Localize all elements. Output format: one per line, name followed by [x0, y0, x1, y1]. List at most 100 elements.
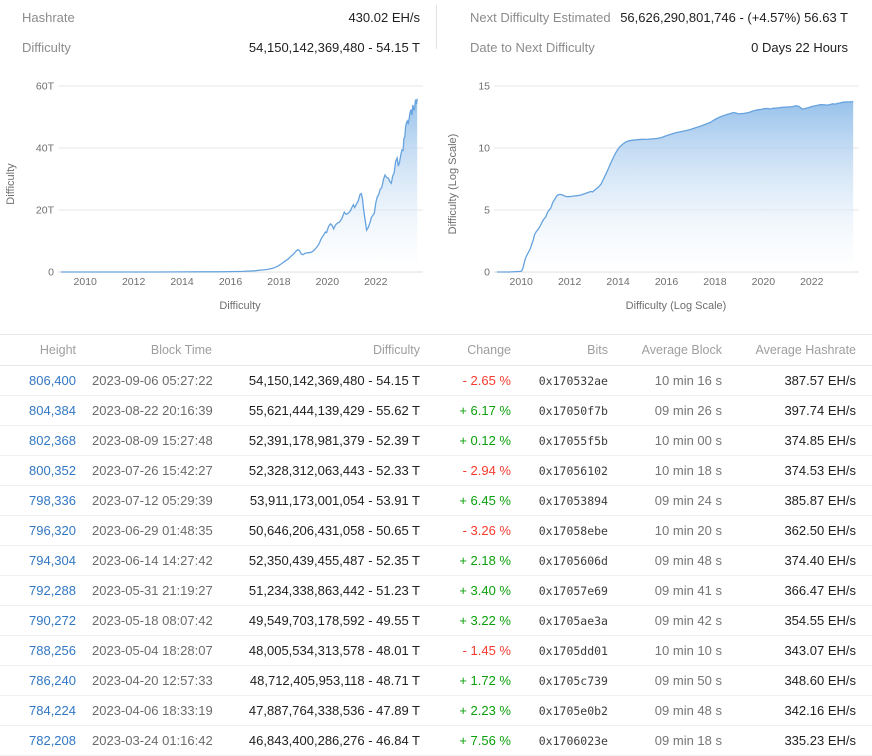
block-height-link[interactable]: 788,256 — [29, 643, 76, 658]
block-height-link[interactable]: 792,288 — [29, 583, 76, 598]
x-tick-label: 2018 — [703, 276, 727, 288]
y-tick-label: 0 — [48, 267, 54, 279]
bits-cell: 0x17058ebe — [538, 523, 608, 538]
table-row: 798,336 2023-07-12 05:29:39 53,911,173,001… — [0, 486, 872, 516]
bits-cell: 0x1705ae3a — [538, 613, 608, 628]
change-cell: + 3.40 % — [459, 583, 511, 598]
block-time-cell: 2023-08-09 15:27:48 — [92, 433, 213, 448]
average-block-cell: 09 min 26 s — [654, 403, 722, 418]
block-height-link[interactable]: 786,240 — [29, 673, 76, 688]
difficulty-cell: 49,549,703,178,592 - 49.55 T — [248, 613, 420, 628]
difficulty-linear-chart[interactable]: 0 20T 40T 60T 2010 2012 2014 2016 2018 2020 2022 D… — [0, 64, 436, 322]
header-block-time: Block Time — [150, 343, 212, 357]
difficulty-cell: 54,150,142,369,480 - 54.15 T — [248, 373, 420, 388]
average-hashrate-cell: 348.60 EH/s — [784, 673, 856, 688]
bits-cell: 0x17055f5b — [538, 433, 608, 448]
block-height-link[interactable]: 800,352 — [29, 463, 76, 478]
table-row: 788,256 2023-05-04 18:28:07 48,005,534,313… — [0, 636, 872, 666]
bits-cell: 0x1705c739 — [538, 673, 608, 688]
block-height-link[interactable]: 802,368 — [29, 433, 76, 448]
block-height-link[interactable]: 798,336 — [29, 493, 76, 508]
tick-layer: 0 20T 40T 60T 2010 2012 2014 2016 2018 2020 2022 — [36, 81, 388, 289]
change-cell: + 6.17 % — [459, 403, 511, 418]
block-height-link[interactable]: 794,304 — [29, 553, 76, 568]
height-cell: 786,240 — [0, 666, 92, 696]
table-row: 792,288 2023-05-31 21:19:27 51,234,338,863… — [0, 576, 872, 606]
average-block-cell: 10 min 20 s — [654, 523, 722, 538]
block-time-cell: 2023-06-14 14:27:42 — [92, 553, 213, 568]
date-to-next-value: 0 Days 22 Hours — [751, 39, 848, 55]
y-tick-label: 0 — [484, 267, 490, 279]
block-time-cell: 2023-06-29 01:48:35 — [92, 523, 213, 538]
x-tick-label: 2012 — [122, 276, 146, 288]
bits-cell: 0x17053894 — [538, 493, 608, 508]
difficulty-table-section: Height Block Time Difficulty Change Bits… — [0, 334, 872, 756]
height-cell: 788,256 — [0, 636, 92, 666]
average-hashrate-cell: 354.55 EH/s — [784, 613, 856, 628]
bits-cell: 0x1706023e — [538, 733, 608, 748]
y-tick-label: 60T — [36, 81, 55, 93]
difficulty-cell: 52,391,178,981,379 - 52.39 T — [248, 433, 420, 448]
stats-divider — [436, 5, 437, 49]
average-block-cell: 09 min 48 s — [654, 553, 722, 568]
height-cell: 784,224 — [0, 696, 92, 726]
average-block-cell: 09 min 42 s — [654, 613, 722, 628]
average-block-cell: 09 min 18 s — [654, 733, 722, 748]
block-height-link[interactable]: 790,272 — [29, 613, 76, 628]
average-block-cell: 09 min 50 s — [654, 673, 722, 688]
x-tick-label: 2020 — [316, 276, 340, 288]
average-hashrate-cell: 374.40 EH/s — [784, 553, 856, 568]
change-cell: + 6.45 % — [459, 493, 511, 508]
block-height-link[interactable]: 796,320 — [29, 523, 76, 538]
average-hashrate-cell: 397.74 EH/s — [784, 403, 856, 418]
hashrate-value: 430.02 EH/s — [348, 9, 420, 25]
change-cell: + 2.18 % — [459, 553, 511, 568]
header-change: Change — [467, 343, 511, 357]
stat-difficulty: Difficulty 54,150,142,369,480 - 54.15 T — [0, 32, 436, 62]
average-hashrate-cell: 387.57 EH/s — [784, 373, 856, 388]
change-cell: - 2.65 % — [462, 373, 511, 388]
block-height-link[interactable]: 782,208 — [29, 733, 76, 748]
average-hashrate-cell: 374.85 EH/s — [784, 433, 856, 448]
block-time-cell: 2023-08-22 20:16:39 — [92, 403, 213, 418]
difficulty-cell: 46,843,400,286,276 - 46.84 T — [248, 733, 420, 748]
y-tick-label: 15 — [478, 81, 490, 93]
x-tick-label: 2022 — [800, 276, 824, 288]
block-time-cell: 2023-07-26 15:42:27 — [92, 463, 213, 478]
table-row: 786,240 2023-04-20 12:57:33 48,712,405,953… — [0, 666, 872, 696]
stats-right: Next Difficulty Estimated 56,626,290,801… — [436, 2, 872, 62]
difficulty-cell: 52,350,439,455,487 - 52.35 T — [248, 553, 420, 568]
charts-row: 0 20T 40T 60T 2010 2012 2014 2016 2018 2020 2022 D… — [0, 64, 872, 322]
average-hashrate-cell: 385.87 EH/s — [784, 493, 856, 508]
height-cell: 800,352 — [0, 456, 92, 486]
block-height-link[interactable]: 784,224 — [29, 703, 76, 718]
x-tick-label: 2010 — [74, 276, 98, 288]
difficulty-log-chart[interactable]: 0 5 10 15 2010 2012 2014 2016 2018 2020 2022 Diffi… — [436, 64, 872, 322]
average-block-cell: 09 min 41 s — [654, 583, 722, 598]
difficulty-cell: 48,005,534,313,578 - 48.01 T — [248, 643, 420, 658]
average-block-cell: 10 min 00 s — [654, 433, 722, 448]
header-height: Height — [39, 343, 76, 357]
header-bits: Bits — [587, 343, 608, 357]
table-row: 796,320 2023-06-29 01:48:35 50,646,206,431… — [0, 516, 872, 546]
x-tick-label: 2016 — [655, 276, 679, 288]
change-cell: + 2.23 % — [459, 703, 511, 718]
next-difficulty-label: Next Difficulty Estimated — [470, 9, 611, 25]
change-cell: - 2.94 % — [462, 463, 511, 478]
table-row: 804,384 2023-08-22 20:16:39 55,621,444,139… — [0, 396, 872, 426]
y-tick-label: 10 — [478, 143, 490, 155]
table-row: 806,400 2023-09-06 05:27:22 54,150,142,369… — [0, 366, 872, 396]
header-average-hashrate: Average Hashrate — [755, 343, 856, 357]
next-difficulty-value: 56,626,290,801,746 - (+4.57%) 56.63 T — [620, 9, 848, 25]
average-block-cell: 10 min 10 s — [654, 643, 722, 658]
average-block-cell: 10 min 16 s — [654, 373, 722, 388]
block-height-link[interactable]: 804,384 — [29, 403, 76, 418]
height-cell: 796,320 — [0, 516, 92, 546]
difficulty-table: Height Block Time Difficulty Change Bits… — [0, 334, 872, 756]
bits-cell: 0x17050f7b — [538, 403, 608, 418]
y-axis-title: Difficulty — [5, 163, 17, 205]
average-block-cell: 09 min 24 s — [654, 493, 722, 508]
average-hashrate-cell: 342.16 EH/s — [784, 703, 856, 718]
block-height-link[interactable]: 806,400 — [29, 373, 76, 388]
